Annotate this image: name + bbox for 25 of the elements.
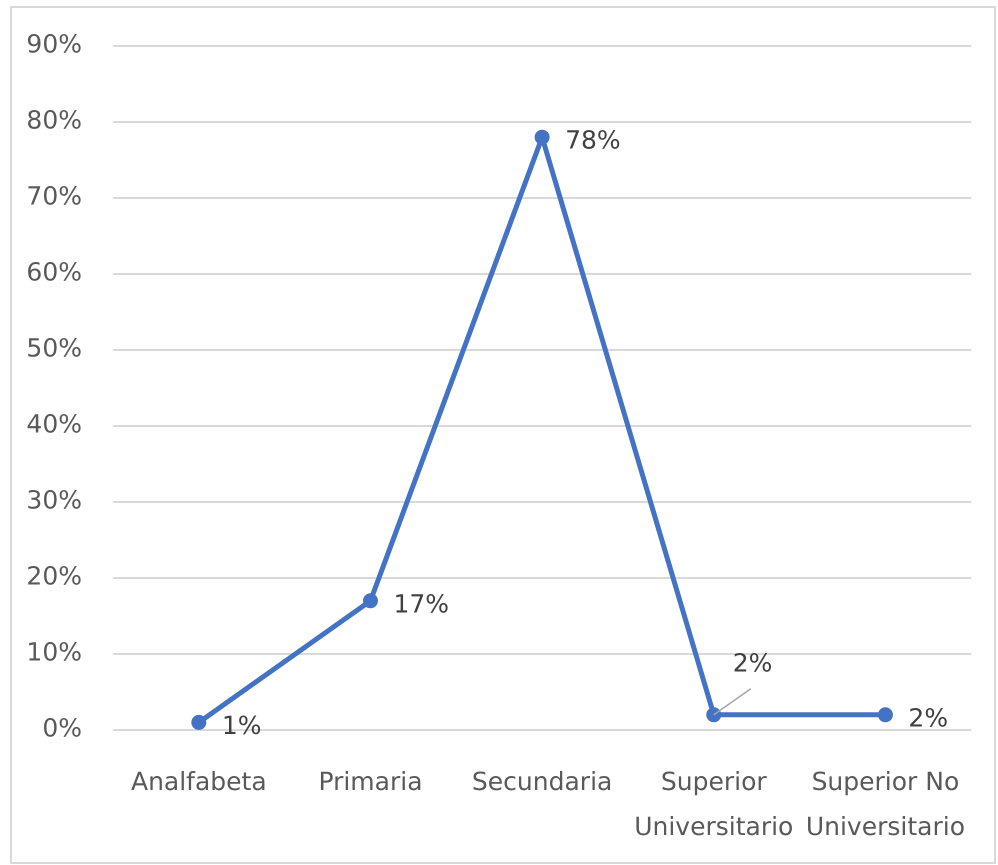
y-tick-label: 0% (42, 714, 82, 742)
point (362, 593, 378, 608)
y-tick-label: 80% (26, 106, 82, 134)
point (191, 714, 206, 730)
y-tick-label: 40% (26, 410, 82, 438)
y-tick-label: 90% (26, 30, 82, 58)
data-label: 2% (732, 648, 772, 678)
x-tick-label: Secundaria (472, 767, 612, 796)
x-tick-label: Superior No Universitario (806, 767, 965, 841)
data-label: 17% (393, 589, 450, 618)
point (878, 707, 893, 722)
data-label: 2% (908, 703, 948, 732)
data-label: 78% (565, 126, 621, 155)
point (706, 707, 722, 722)
data-label: 1% (222, 710, 262, 740)
x-tick-label: Analfabeta (130, 767, 267, 796)
x-tick-label: Superior Universitario (634, 767, 794, 841)
y-tick-label: 20% (26, 562, 82, 590)
y-tick-label: 30% (26, 486, 82, 514)
y-tick-label: 50% (26, 334, 82, 362)
y-tick-label: 60% (26, 258, 82, 286)
y-tick-label: 10% (26, 638, 82, 666)
y-tick-label: 70% (26, 182, 82, 210)
x-tick-label: Primaria (318, 767, 423, 796)
point (534, 130, 550, 145)
